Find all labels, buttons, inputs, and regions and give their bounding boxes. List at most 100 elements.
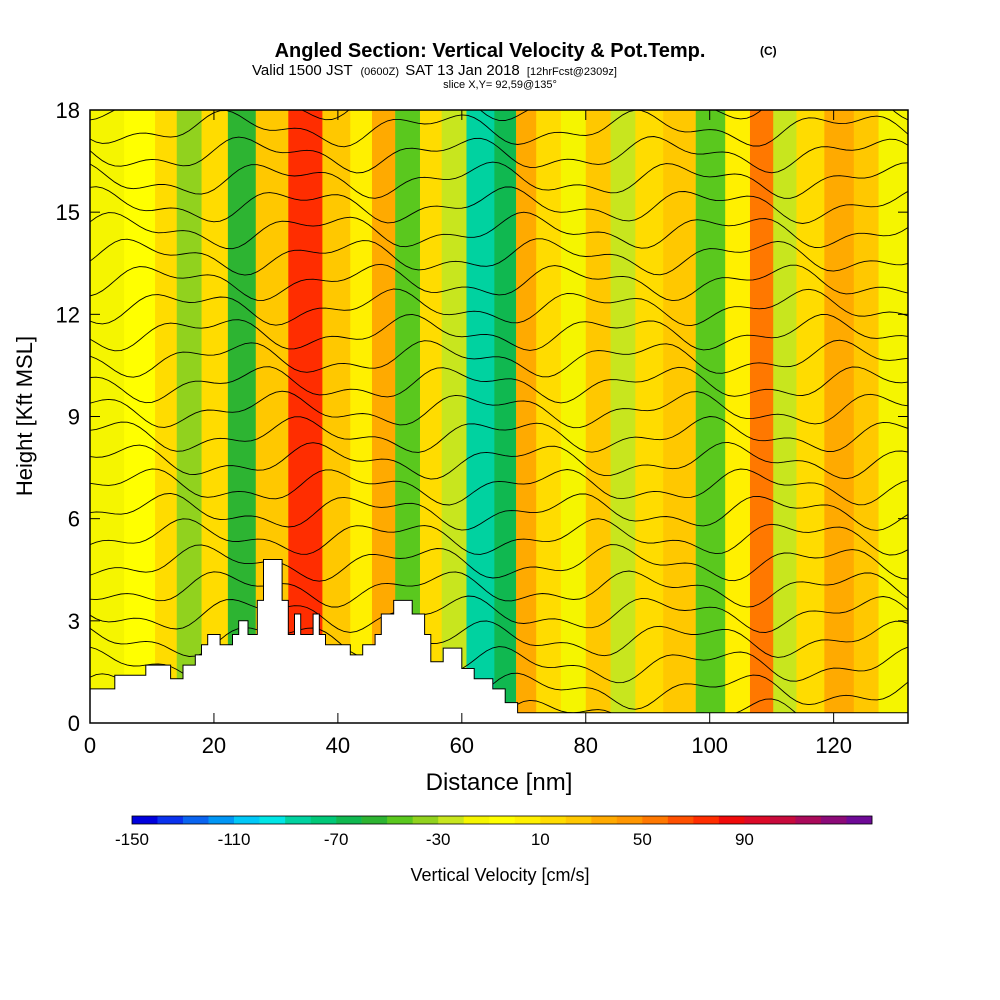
x-tick-label: 120 xyxy=(815,733,852,758)
isentrope-line xyxy=(90,136,908,174)
subtitle-main-b: SAT 13 Jan 2018 xyxy=(405,62,520,79)
velocity-band xyxy=(796,110,825,723)
subtitle-valid-time: Valid 1500 JST (0600Z) SAT 13 Jan 2018 [… xyxy=(252,62,617,79)
isentrope-line xyxy=(90,595,908,633)
colorbar-tick-label: 50 xyxy=(633,830,652,849)
y-tick-label: 3 xyxy=(68,609,80,634)
colorbar: -150 -110 -70 -30 10 50 90 xyxy=(115,815,873,849)
velocity-band xyxy=(419,110,443,723)
colorbar-swatch xyxy=(438,816,465,824)
colorbar-swatch xyxy=(591,816,618,824)
subtitle-small-a: (0600Z) xyxy=(361,66,400,78)
colorbar-swatch xyxy=(795,816,822,824)
colorbar-swatch xyxy=(540,816,567,824)
y-tick-label: 0 xyxy=(68,711,80,736)
y-tick-label: 6 xyxy=(68,507,80,532)
y-tick-label: 12 xyxy=(56,302,80,327)
isentrope-line xyxy=(90,339,908,378)
velocity-band xyxy=(516,110,537,723)
colorbar-swatch xyxy=(336,816,362,824)
isentrope-line xyxy=(90,263,908,302)
y-axis-label: Height [Kft MSL] xyxy=(12,336,37,496)
x-tick-label: 20 xyxy=(202,733,226,758)
x-tick-label: 80 xyxy=(574,733,598,758)
colorbar-swatch xyxy=(208,816,235,824)
colorbar-swatch xyxy=(285,816,311,824)
isentrope-line xyxy=(90,390,908,429)
colorbar-swatch xyxy=(259,816,286,824)
colorbar-swatch xyxy=(132,816,158,824)
chart-title-units: (C) xyxy=(760,44,777,58)
velocity-band xyxy=(560,110,587,723)
velocity-band xyxy=(853,110,880,723)
isentrope-line xyxy=(90,468,908,506)
velocity-band xyxy=(441,110,467,723)
velocity-band xyxy=(371,110,396,723)
colorbar-swatch xyxy=(310,816,337,824)
colorbar-tick-label: -150 xyxy=(115,830,149,849)
colorbar-swatch xyxy=(489,816,516,824)
colorbar-swatch xyxy=(820,816,847,824)
velocity-band xyxy=(494,110,517,723)
chart-title: Angled Section: Vertical Velocity & Pot.… xyxy=(275,40,706,62)
colorbar-tick-label: 10 xyxy=(531,830,550,849)
isentrope-line xyxy=(90,366,908,404)
velocity-band xyxy=(663,110,697,723)
colorbar-swatch xyxy=(463,816,490,824)
velocity-band xyxy=(350,110,373,723)
subtitle-small-b: [12hrFcst@2309z] xyxy=(527,66,617,78)
isentrope-line xyxy=(90,544,908,582)
velocity-band xyxy=(322,110,351,723)
colorbar-swatch xyxy=(157,816,184,824)
colorbar-swatch xyxy=(361,816,388,824)
velocity-band xyxy=(201,110,229,723)
colorbar-tick-label: 90 xyxy=(735,830,754,849)
isentrope-line xyxy=(90,570,908,608)
colorbar-swatch xyxy=(718,816,745,824)
colorbar-swatch xyxy=(693,816,720,824)
isentrope-lines xyxy=(90,110,908,723)
velocity-band xyxy=(610,110,636,723)
colorbar-swatch xyxy=(616,816,643,824)
isentrope-line xyxy=(90,161,908,199)
velocity-band xyxy=(585,110,612,723)
x-tick-label: 0 xyxy=(84,733,96,758)
colorbar-swatch xyxy=(565,816,592,824)
isentrope-line xyxy=(90,288,908,327)
x-tick-label: 40 xyxy=(326,733,350,758)
colorbar-tick-label: -110 xyxy=(218,830,251,849)
x-tick-label: 100 xyxy=(691,733,728,758)
isentrope-line xyxy=(90,620,908,658)
velocity-bands xyxy=(90,110,908,723)
velocity-band xyxy=(124,110,156,723)
isentrope-line xyxy=(90,492,908,531)
x-tick-label: 60 xyxy=(450,733,474,758)
colorbar-swatch xyxy=(769,816,796,824)
isentrope-line xyxy=(90,416,908,453)
isentrope-line xyxy=(90,110,908,121)
colorbar-label: Vertical Velocity [cm/s] xyxy=(410,865,589,885)
colorbar-swatch xyxy=(387,816,413,824)
x-axis: 0 20 40 60 80 100 120 xyxy=(84,110,852,758)
colorbar-swatch xyxy=(744,816,771,824)
isentrope-line xyxy=(90,186,908,224)
y-tick-label: 18 xyxy=(56,98,80,123)
colorbar-swatch xyxy=(234,816,260,824)
subtitle-slice: slice X,Y= 92,59@135° xyxy=(443,79,557,91)
isentrope-line xyxy=(90,238,908,276)
isentrope-line xyxy=(90,441,908,480)
isentrope-line xyxy=(90,211,908,250)
colorbar-frame xyxy=(131,815,873,825)
terrain-mask xyxy=(90,559,908,723)
colorbar-swatch xyxy=(412,816,439,824)
colorbar-swatch xyxy=(642,816,669,824)
velocity-band xyxy=(824,110,855,723)
y-axis: 0 3 6 9 12 15 18 xyxy=(56,98,908,736)
velocity-band xyxy=(635,110,664,723)
velocity-band xyxy=(466,110,495,723)
y-tick-label: 9 xyxy=(68,405,80,430)
y-tick-label: 15 xyxy=(56,200,80,225)
isentrope-line xyxy=(90,518,908,556)
subtitle-main-a: Valid 1500 JST xyxy=(252,62,352,79)
